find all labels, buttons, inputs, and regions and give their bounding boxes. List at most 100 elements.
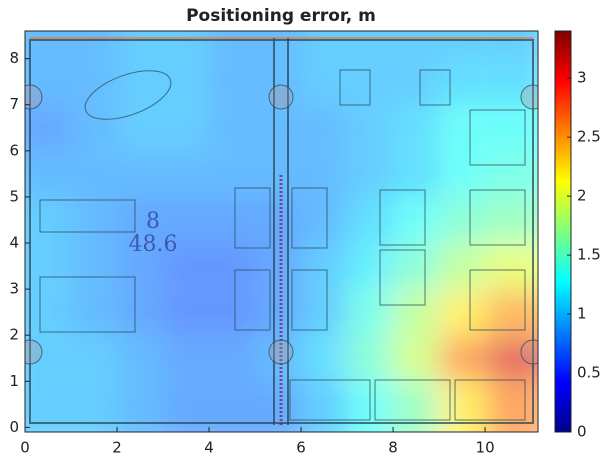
heat-cell	[301, 150, 348, 197]
plot-frame	[24, 30, 539, 433]
heat-cell	[255, 335, 302, 382]
heat-cell	[117, 335, 164, 382]
heat-cell	[209, 104, 256, 151]
colorbar-tick-label: 0	[577, 423, 587, 441]
heat-cell	[163, 104, 210, 151]
x-tick-label: 2	[112, 439, 122, 457]
heat-cell	[393, 58, 440, 105]
heat-cell	[301, 335, 348, 382]
heat-cell	[209, 31, 256, 59]
heat-cell	[393, 289, 440, 336]
heat-cell	[255, 104, 302, 151]
heat-cell	[393, 104, 440, 151]
x-tick-label: 10	[476, 439, 495, 457]
heat-cell	[485, 335, 538, 382]
heat-cell	[163, 289, 210, 336]
heat-cell	[439, 104, 486, 151]
heat-cell	[209, 58, 256, 105]
heat-cell	[485, 58, 538, 105]
y-tick-label: 8	[9, 49, 19, 67]
y-tick-label: 5	[9, 187, 19, 205]
heat-cell	[71, 31, 118, 59]
y-tick-label: 4	[9, 234, 19, 252]
heat-cell	[301, 196, 348, 244]
heat-cell	[71, 289, 118, 336]
heat-cell	[163, 243, 210, 290]
y-tick-label: 7	[9, 95, 19, 113]
heat-cell	[439, 150, 486, 197]
heat-cell	[485, 150, 538, 197]
heat-cell	[25, 150, 72, 197]
heat-cell	[485, 289, 538, 336]
heat-cell	[117, 31, 164, 59]
heat-cell	[209, 150, 256, 197]
heat-cell	[163, 381, 210, 432]
heat-cell	[25, 381, 72, 432]
heat-cell	[117, 58, 164, 105]
x-tick-label: 8	[388, 439, 398, 457]
heat-cell	[71, 381, 118, 432]
heat-cell	[393, 31, 440, 59]
y-tick-label: 0	[9, 418, 19, 436]
heat-cell	[301, 31, 348, 59]
heat-cell	[117, 104, 164, 151]
y-tick-label: 6	[9, 141, 19, 159]
colorbar-tick-label: 3	[577, 69, 587, 87]
heat-cell	[393, 150, 440, 197]
heat-cell	[485, 196, 538, 244]
heat-cell	[25, 196, 72, 244]
heat-cell	[71, 104, 118, 151]
heat-cell	[485, 381, 538, 432]
heat-cell	[209, 243, 256, 290]
floor-plan	[25, 37, 538, 425]
heat-cell	[255, 381, 302, 432]
heat-cell	[485, 104, 538, 151]
heat-cell	[255, 243, 302, 290]
heat-cell	[255, 196, 302, 244]
heat-cell	[163, 58, 210, 105]
colorbar-tick-label: 0.5	[577, 364, 601, 382]
colorbar-tick-label: 1.5	[577, 246, 601, 264]
heat-cell	[71, 150, 118, 197]
heat-cell	[301, 58, 348, 105]
heat-cell	[301, 381, 348, 432]
heat-cell	[393, 243, 440, 290]
heat-cell	[255, 31, 302, 59]
x-tick-label: 6	[296, 439, 306, 457]
heat-cell	[393, 381, 440, 432]
heat-cell	[347, 104, 394, 151]
heat-cell	[439, 335, 486, 382]
heat-cell	[485, 31, 538, 59]
heat-cell	[71, 58, 118, 105]
heat-cell	[71, 243, 118, 290]
heat-cell	[117, 196, 164, 244]
heat-cell	[393, 196, 440, 244]
heat-cell	[347, 150, 394, 197]
heat-cell	[439, 243, 486, 290]
heat-cell	[209, 335, 256, 382]
heat-cell	[117, 381, 164, 432]
heat-cell	[117, 243, 164, 290]
heat-cell	[163, 31, 210, 59]
heat-cell	[439, 31, 486, 59]
heat-cell	[439, 58, 486, 105]
heat-cell	[439, 196, 486, 244]
heat-cell	[71, 335, 118, 382]
colorbar	[554, 30, 572, 433]
heat-cell	[117, 289, 164, 336]
heat-cell	[255, 289, 302, 336]
heat-cell	[347, 196, 394, 244]
heat-cell	[25, 104, 72, 151]
heat-cell	[25, 31, 72, 59]
heat-cell	[393, 335, 440, 382]
heat-cell	[163, 150, 210, 197]
heat-cell	[209, 381, 256, 432]
colorbar-tick-label: 1	[577, 305, 587, 323]
heat-cell	[347, 335, 394, 382]
heat-cell	[71, 196, 118, 244]
x-tick-label: 0	[20, 439, 30, 457]
colorbar-tick-label: 2.5	[577, 128, 601, 146]
heat-cell	[163, 196, 210, 244]
chart-title: Positioning error, m	[186, 6, 376, 26]
